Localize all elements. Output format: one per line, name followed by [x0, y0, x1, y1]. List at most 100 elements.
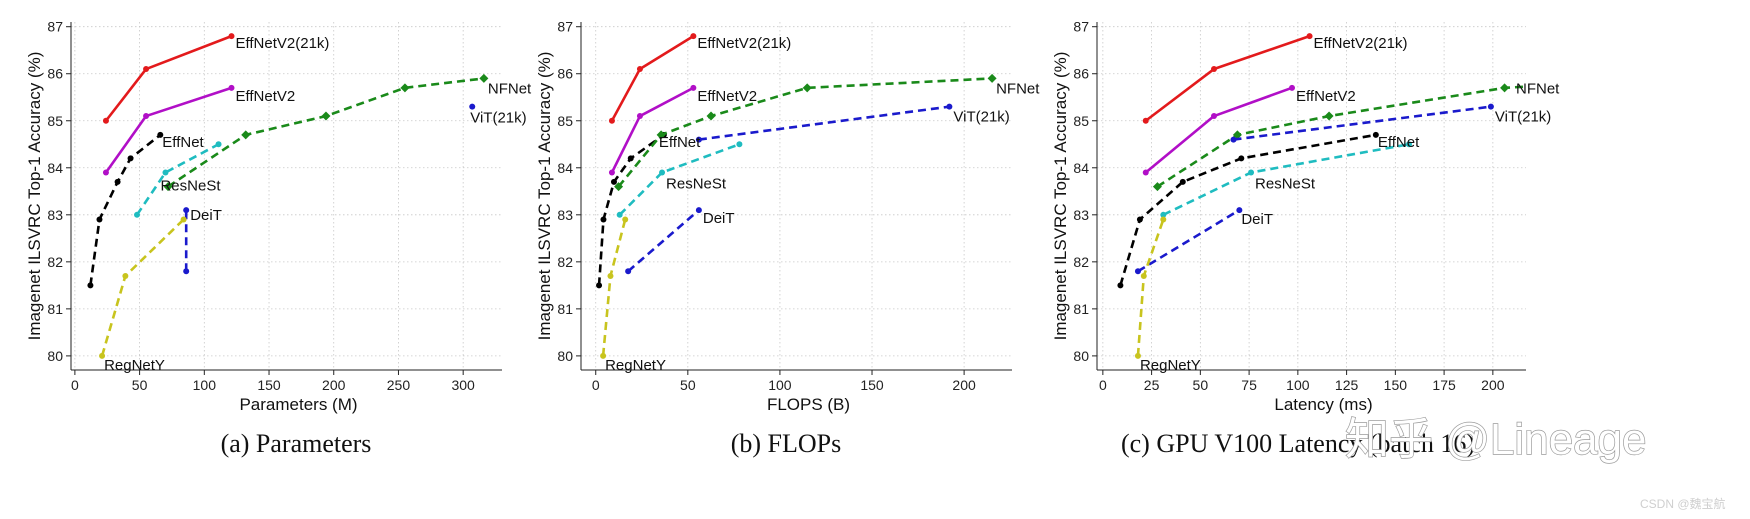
series-label-vit-21k: ViT(21k): [470, 110, 526, 127]
plot-area: [1117, 33, 1526, 359]
data-point-vit-21k: [946, 103, 953, 110]
x-tick-label: 100: [1286, 377, 1310, 393]
series-nfnet: [614, 73, 997, 192]
data-point-regnety: [1160, 216, 1167, 223]
y-tick-label: 86: [47, 66, 63, 82]
data-point-vit-21k: [695, 136, 702, 143]
series-label-resnest: ResNeSt: [160, 177, 221, 194]
series-line-regnety: [100, 218, 185, 357]
data-point-effnetv2-21k: [690, 33, 697, 40]
series-label-vit-21k: ViT(21k): [1495, 109, 1551, 126]
series-nfnet: [1152, 83, 1526, 192]
watermark-small: CSDN @魏宝航: [1640, 496, 1726, 511]
series-effnetv2-21k: [608, 33, 697, 124]
y-axis-label: Imagenet ILSVRC Top-1 Accuracy (%): [25, 52, 44, 341]
series-label-regnety: RegNetY: [605, 357, 666, 374]
y-tick-label: 86: [1073, 66, 1089, 82]
series-line-effnetv2: [104, 86, 232, 174]
data-point-effnetv2-21k: [636, 66, 643, 73]
data-point-resnest: [215, 141, 222, 148]
series-effnetv2: [608, 84, 697, 176]
data-point-effnetv2: [1211, 113, 1217, 120]
x-tick-label: 75: [1241, 377, 1257, 393]
x-tick-label: 150: [257, 377, 281, 393]
y-tick-label: 87: [47, 19, 63, 35]
series-line-regnety: [601, 219, 627, 357]
series-regnety: [600, 216, 629, 359]
y-tick-label: 83: [47, 207, 63, 223]
data-point-deit: [183, 207, 190, 214]
data-point-effnet: [1117, 282, 1124, 289]
series-line-regnety: [1136, 219, 1165, 356]
series-effnetv2-21k: [102, 33, 235, 124]
series-label-deit: DeiT: [1241, 211, 1273, 228]
data-point-effnet: [1179, 178, 1186, 185]
x-axis-label: Parameters (M): [239, 395, 357, 414]
y-tick-label: 81: [47, 301, 63, 317]
series-label-effnetv2: EffNetV2: [235, 88, 295, 105]
data-point-resnest: [162, 169, 169, 176]
data-point-effnetv2: [1142, 169, 1149, 176]
series-label-regnety: RegNetY: [1140, 357, 1201, 374]
data-point-regnety: [1140, 272, 1147, 279]
y-tick-label: 81: [557, 301, 573, 317]
x-axis-label: FLOPS (B): [767, 395, 850, 414]
y-tick-label: 84: [557, 160, 573, 176]
series-deit: [625, 207, 702, 275]
y-axis-label: Imagenet ILSVRC Top-1 Accuracy (%): [535, 52, 554, 341]
y-tick-label: 80: [1073, 348, 1089, 364]
x-tick-label: 175: [1432, 377, 1456, 393]
series-line-resnest: [135, 143, 220, 216]
series-effnet: [596, 131, 667, 289]
data-point-effnet: [96, 216, 103, 223]
data-point-deit: [625, 268, 632, 275]
series-vit-21k: [1230, 103, 1494, 143]
data-point-resnest: [659, 169, 666, 176]
data-point-nfnet: [1500, 83, 1510, 93]
series-label-effnetv2-21k: EffNetV2(21k): [697, 35, 791, 52]
series-line-vit-21k: [1233, 105, 1492, 141]
x-tick-label: 150: [860, 377, 884, 393]
data-point-regnety: [607, 272, 614, 279]
data-point-effnetv2: [690, 84, 697, 91]
data-point-resnest: [1160, 211, 1167, 218]
data-point-effnet: [610, 178, 617, 185]
series-line-effnet: [89, 133, 162, 286]
series-line-deit: [1137, 208, 1241, 273]
data-point-regnety: [99, 352, 106, 359]
data-point-effnetv2-21k: [1142, 117, 1149, 124]
data-point-vit-21k: [469, 103, 476, 110]
data-point-nfnet: [614, 182, 624, 192]
data-point-effnet: [87, 282, 94, 289]
data-point-effnetv2-21k: [228, 33, 235, 40]
series-line-nfnet: [167, 77, 485, 188]
data-point-regnety: [622, 216, 629, 223]
data-point-nfnet: [321, 111, 331, 121]
series-resnest: [616, 141, 743, 218]
data-point-nfnet: [163, 182, 173, 192]
series-label-effnet: EffNet: [659, 134, 701, 151]
series-line-nfnet: [617, 77, 993, 188]
data-point-vit-21k: [1487, 103, 1494, 110]
y-tick-label: 80: [557, 348, 573, 364]
data-point-deit: [1236, 207, 1243, 214]
series-line-nfnet: [1156, 85, 1526, 188]
series-label-effnetv2-21k: EffNetV2(21k): [235, 35, 329, 52]
series-effnetv2: [1142, 84, 1295, 176]
series-label-deit: DeiT: [190, 207, 222, 224]
series-line-effnetv2: [1144, 86, 1293, 174]
watermark-main: 知乎 @Lineage: [1345, 415, 1647, 464]
data-point-nfnet: [1152, 182, 1162, 192]
data-point-regnety: [1134, 352, 1141, 359]
panel-caption: (b) FLOPs: [731, 429, 842, 458]
data-point-resnest: [1248, 169, 1255, 176]
plot-area: [87, 33, 489, 359]
series-label-nfnet: NFNet: [1516, 80, 1560, 97]
data-point-effnet: [1238, 155, 1245, 162]
y-tick-label: 82: [47, 254, 63, 270]
data-point-effnetv2-21k: [102, 117, 109, 124]
series-label-resnest: ResNeSt: [1255, 175, 1316, 192]
series-label-deit: DeiT: [703, 210, 735, 227]
y-tick-label: 82: [557, 254, 573, 270]
x-tick-label: 200: [322, 377, 346, 393]
